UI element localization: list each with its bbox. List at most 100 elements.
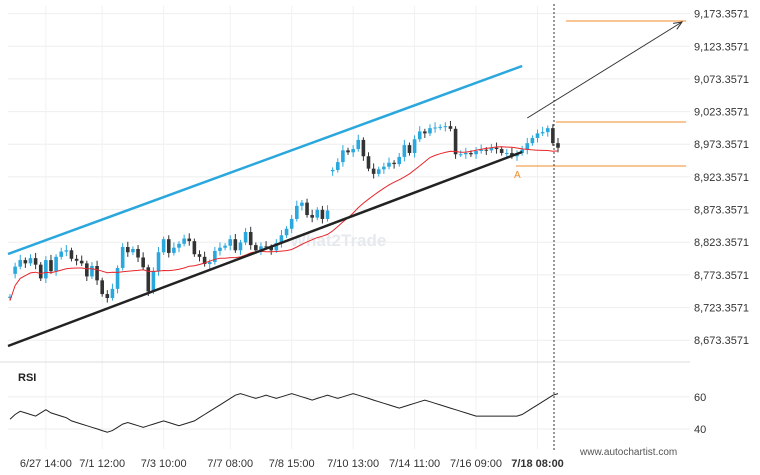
candle-body <box>417 131 422 140</box>
candle-body <box>289 218 294 229</box>
candle-body <box>228 239 233 246</box>
moving-average <box>9 146 559 301</box>
candle-body <box>213 250 217 263</box>
candle-body <box>540 132 545 134</box>
candle-body <box>8 296 12 298</box>
y-tick-label: 8,823.3571 <box>694 237 749 249</box>
support-line <box>7 150 523 348</box>
candle-body <box>54 256 58 272</box>
candle-body <box>305 202 309 216</box>
candle-body <box>448 126 453 129</box>
candle-body <box>535 133 540 138</box>
candle-body <box>484 149 489 151</box>
candle-body <box>464 152 468 155</box>
candle-body <box>182 238 186 244</box>
candle-body <box>223 245 227 248</box>
y-tick-label: 8,923.3571 <box>694 172 749 184</box>
candle-body <box>407 145 412 153</box>
y-tick-label: 8,773.3571 <box>694 270 749 282</box>
candle-body <box>346 150 350 153</box>
candle-body <box>469 152 473 155</box>
y-tick-label: 9,023.3571 <box>694 107 749 119</box>
candle-body <box>238 242 243 251</box>
candle-body <box>341 150 345 163</box>
indicator-line <box>9 393 559 433</box>
candle-body <box>361 139 366 157</box>
candle-body <box>64 250 69 252</box>
candle-body <box>131 248 135 253</box>
rsi-line <box>9 393 559 433</box>
indicator-label: RSI <box>18 372 36 384</box>
candle-body <box>504 152 509 154</box>
candle-body <box>320 209 325 219</box>
candle-body <box>520 149 524 153</box>
candle-body <box>397 156 402 165</box>
candle-body <box>172 247 176 253</box>
candle-body <box>335 162 340 170</box>
candle-body <box>105 294 110 298</box>
candle-body <box>156 252 161 272</box>
candle-body <box>310 215 314 218</box>
candle-body <box>438 126 443 128</box>
candle-body <box>366 156 371 169</box>
x-tick-label: 7/16 09:00 <box>450 458 502 470</box>
pattern-lines <box>7 21 684 348</box>
y-tick-label: 8,973.3571 <box>694 139 749 151</box>
candle-body <box>218 247 222 251</box>
candle-body <box>279 235 284 244</box>
candle-body <box>100 280 104 295</box>
candle-body <box>412 139 417 153</box>
projection-arrowhead <box>673 21 684 30</box>
x-tick-label: 6/27 14:00 <box>20 458 72 470</box>
candle-body <box>489 147 494 151</box>
candle-body <box>44 260 48 279</box>
candle-body <box>38 264 43 279</box>
x-tick-label: 7/8 15:00 <box>269 458 315 470</box>
y-tick-label: 8,673.3571 <box>694 335 749 347</box>
candle-body <box>254 245 258 251</box>
candle-body <box>428 128 432 134</box>
candle-body <box>545 128 550 133</box>
candle-body <box>479 149 483 152</box>
candle-body <box>120 247 125 268</box>
candle-body <box>13 266 17 274</box>
candles <box>8 120 560 303</box>
candle-body <box>110 288 115 298</box>
candle-body <box>197 254 202 257</box>
candle-body <box>551 128 555 144</box>
candle-body <box>423 131 427 134</box>
candle-body <box>248 232 253 246</box>
candle-body <box>187 238 192 242</box>
candle-body <box>115 267 120 289</box>
x-tick-label: 7/10 13:00 <box>327 458 379 470</box>
indicator-axis: 60 40 <box>694 392 706 436</box>
candle-body <box>387 162 391 167</box>
candle-body <box>494 147 499 150</box>
y-axis: 9,173.3571 9,123.3571 9,073.3571 9,023.3571… <box>694 9 749 348</box>
ma-line <box>9 146 559 301</box>
candle-body <box>85 263 89 277</box>
indicator-tick-label: 40 <box>694 424 706 436</box>
candle-body <box>300 202 304 206</box>
candle-body <box>402 145 407 157</box>
candle-body <box>90 265 94 277</box>
candle-body <box>243 232 248 243</box>
x-tick-label: 7/7 08:00 <box>207 458 253 470</box>
candle-body <box>79 260 84 264</box>
watermark: What2Trade <box>290 231 386 250</box>
candle-body <box>499 149 504 153</box>
candle-body <box>166 239 171 253</box>
footer-url: www.autochartist.com <box>579 447 677 458</box>
candle-body <box>284 228 289 236</box>
y-grid <box>8 13 690 341</box>
x-axis: 6/27 14:00 7/1 12:00 7/3 10:00 7/7 08:00 7/8… <box>20 458 564 470</box>
indicator-tick-label: 60 <box>694 392 706 404</box>
candle-body <box>351 149 355 153</box>
price-levels: A <box>514 20 686 181</box>
candle-body <box>23 260 28 264</box>
candle-body <box>269 247 273 251</box>
candle-body <box>392 162 396 165</box>
candle-body <box>530 137 535 144</box>
y-tick-label: 9,123.3571 <box>694 41 749 53</box>
